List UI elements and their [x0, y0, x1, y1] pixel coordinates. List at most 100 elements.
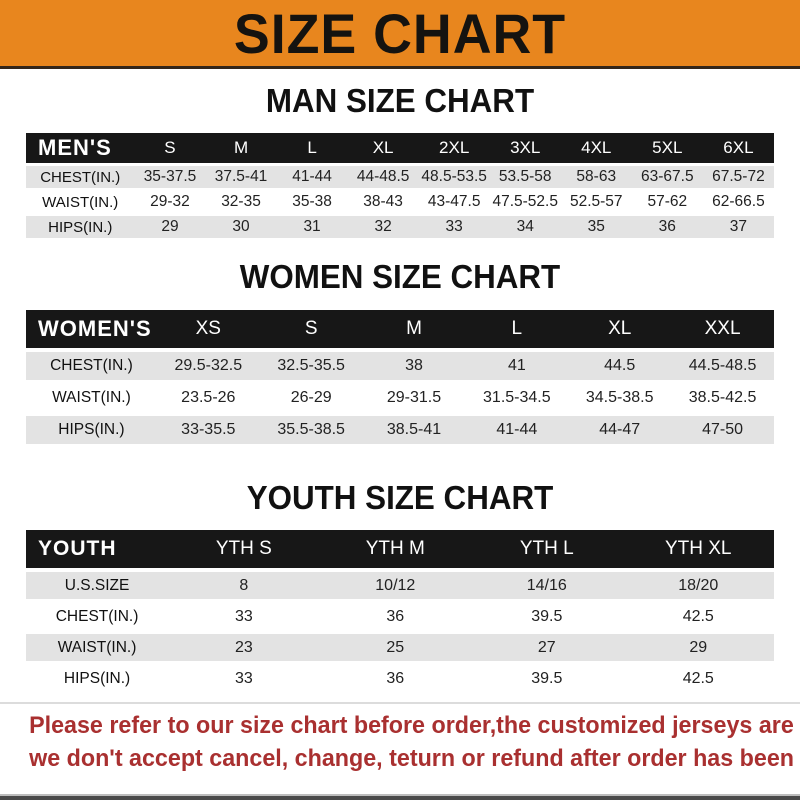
- size-cell: 44.5-48.5: [671, 352, 774, 380]
- size-column-header: 4XL: [560, 133, 632, 163]
- table-header-row: WOMEN'S XS S M L XL XXL: [26, 310, 774, 348]
- youth-size-table: YOUTH YTH S YTH M YTH L YTH XL U.S.SIZE 8 10/12…: [26, 526, 774, 696]
- table-head: WOMEN'S XS S M L XL XXL: [26, 310, 774, 348]
- size-cell: 57-62: [631, 191, 703, 213]
- size-cell: 44.5: [568, 352, 672, 380]
- size-cell: 26-29: [259, 384, 363, 412]
- row-label: WAIST(IN.): [26, 191, 135, 213]
- table-row: WAIST(IN.) 29-32 32-35 35-38 38-43 43-47.5 47.…: [26, 191, 774, 213]
- size-cell: 38-43: [347, 191, 419, 213]
- table-body: CHEST(IN.) 29.5-32.5 32.5-35.5 38 41 44.5 44.5…: [26, 352, 774, 444]
- size-cell: 47-50: [671, 416, 774, 444]
- size-column-header: 6XL: [702, 133, 774, 163]
- size-cell: 41-44: [276, 166, 348, 188]
- size-cell: 43-47.5: [418, 191, 490, 213]
- size-column-header: M: [205, 133, 277, 163]
- size-cell: 41: [465, 352, 569, 380]
- size-cell: 18/20: [622, 572, 774, 599]
- size-cell: 33: [418, 216, 490, 238]
- size-column-header: XL: [347, 133, 419, 163]
- size-cell: 42.5: [622, 665, 774, 692]
- table-row: CHEST(IN.) 29.5-32.5 32.5-35.5 38 41 44.5 44.5…: [26, 352, 774, 380]
- size-cell: 25: [319, 634, 472, 661]
- size-cell: 29-31.5: [362, 384, 466, 412]
- size-cell: 38: [362, 352, 466, 380]
- size-cell: 62-66.5: [702, 191, 774, 213]
- size-cell: 36: [319, 603, 472, 630]
- table-header-row: YOUTH YTH S YTH M YTH L YTH XL: [26, 530, 774, 568]
- policy-line-2: we don't accept cancel, change, teturn o…: [29, 745, 800, 772]
- table-body: U.S.SIZE 8 10/12 14/16 18/20 CHEST(IN.) 33 36 39…: [26, 572, 774, 692]
- size-column-header: M: [362, 310, 466, 348]
- size-column-header: YTH S: [168, 530, 320, 568]
- size-cell: 27: [471, 634, 623, 661]
- row-label: HIPS(IN.): [26, 216, 135, 238]
- men-size-table: MEN'S S M L XL 2XL 3XL 4XL 5XL 6XL CHEST(IN.) 35-37…: [26, 130, 774, 241]
- size-cell: 14/16: [471, 572, 623, 599]
- table-row: WAIST(IN.) 23.5-26 26-29 29-31.5 31.5-34.5 34…: [26, 384, 774, 412]
- table-header-row: MEN'S S M L XL 2XL 3XL 4XL 5XL 6XL: [26, 133, 774, 163]
- table-body: CHEST(IN.) 35-37.5 37.5-41 41-44 44-48.5 48.5…: [26, 166, 774, 238]
- size-cell: 35.5-38.5: [259, 416, 363, 444]
- size-cell: 29.5-32.5: [156, 352, 260, 380]
- table-row: WAIST(IN.) 23 25 27 29: [26, 634, 774, 661]
- size-cell: 53.5-58: [489, 166, 561, 188]
- size-column-header: L: [276, 133, 348, 163]
- size-cell: 58-63: [560, 166, 632, 188]
- size-column-header: 3XL: [489, 133, 561, 163]
- size-cell: 48.5-53.5: [418, 166, 490, 188]
- row-label: CHEST(IN.): [26, 603, 169, 630]
- size-column-header: XS: [156, 310, 260, 348]
- row-label: U.S.SIZE: [26, 572, 169, 599]
- table-row: U.S.SIZE 8 10/12 14/16 18/20: [26, 572, 774, 599]
- size-cell: 30: [205, 216, 277, 238]
- size-cell: 44-47: [568, 416, 672, 444]
- bottom-edge-bar: [0, 794, 800, 800]
- table-row: CHEST(IN.) 35-37.5 37.5-41 41-44 44-48.5 48.5…: [26, 166, 774, 188]
- size-column-header: YTH L: [471, 530, 623, 568]
- size-cell: 67.5-72: [702, 166, 774, 188]
- size-cell: 39.5: [471, 665, 623, 692]
- banner-title: SIZE CHART: [233, 1, 567, 65]
- men-section-heading: MAN SIZE CHART: [265, 82, 535, 119]
- size-cell: 33-35.5: [156, 416, 260, 444]
- row-label: HIPS(IN.): [26, 416, 157, 444]
- size-cell: 52.5-57: [560, 191, 632, 213]
- size-cell: 32: [347, 216, 419, 238]
- size-column-header: 2XL: [418, 133, 490, 163]
- size-cell: 31: [276, 216, 348, 238]
- table-title-cell: WOMEN'S: [26, 310, 157, 348]
- row-label: WAIST(IN.): [26, 384, 157, 412]
- row-label: HIPS(IN.): [26, 665, 169, 692]
- size-cell: 29: [622, 634, 774, 661]
- size-cell: 23.5-26: [156, 384, 260, 412]
- size-cell: 35-38: [276, 191, 348, 213]
- size-cell: 36: [319, 665, 472, 692]
- size-column-header: L: [465, 310, 569, 348]
- size-cell: 23: [168, 634, 320, 661]
- size-cell: 34.5-38.5: [568, 384, 672, 412]
- size-cell: 32-35: [205, 191, 277, 213]
- size-cell: 36: [631, 216, 703, 238]
- size-column-header: YTH XL: [622, 530, 774, 568]
- size-cell: 44-48.5: [347, 166, 419, 188]
- size-cell: 29: [134, 216, 206, 238]
- size-cell: 41-44: [465, 416, 569, 444]
- size-column-header: YTH M: [319, 530, 472, 568]
- size-column-header: S: [259, 310, 363, 348]
- women-section-heading: WOMEN SIZE CHART: [239, 258, 561, 295]
- women-size-table: WOMEN'S XS S M L XL XXL CHEST(IN.) 29.5-32.5 32.5…: [26, 306, 774, 448]
- size-cell: 37.5-41: [205, 166, 277, 188]
- size-cell: 63-67.5: [631, 166, 703, 188]
- size-cell: 47.5-52.5: [489, 191, 561, 213]
- size-column-header: 5XL: [631, 133, 703, 163]
- size-cell: 38.5-42.5: [671, 384, 774, 412]
- table-title-cell: MEN'S: [26, 133, 135, 163]
- size-cell: 31.5-34.5: [465, 384, 569, 412]
- table-row: HIPS(IN.) 29 30 31 32 33 34 35 36 37: [26, 216, 774, 238]
- row-label: CHEST(IN.): [26, 166, 135, 188]
- size-column-header: XL: [568, 310, 672, 348]
- policy-line-1: Please refer to our size chart before or…: [29, 712, 800, 739]
- size-cell: 29-32: [134, 191, 206, 213]
